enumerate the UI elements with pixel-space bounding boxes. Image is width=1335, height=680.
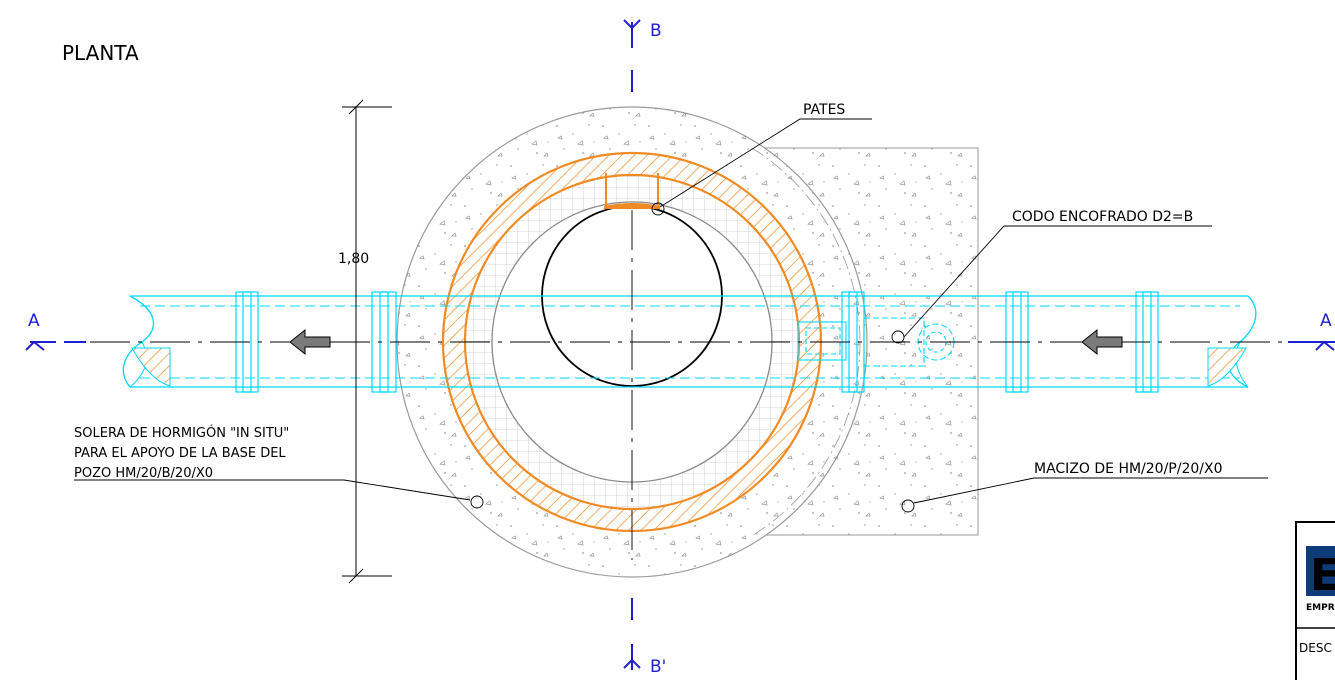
solera-label-line2: PARA EL APOYO DE LA BASE DEL (74, 446, 286, 461)
section-line-a (25, 340, 1335, 351)
section-a-left-label: A (28, 311, 40, 331)
codo-label: CODO ENCOFRADO D2=B (1012, 209, 1193, 225)
page-title: PLANTA (62, 41, 139, 65)
flow-arrow-left (289, 328, 331, 356)
section-line-b (623, 19, 641, 670)
leaders (74, 118, 1268, 513)
logo-letter: E (1310, 550, 1335, 601)
section-b-bottom-label: B' (650, 657, 666, 677)
pates-label: PATES (803, 102, 845, 118)
description-label: DESC (1299, 641, 1332, 655)
section-b-top-label: B (650, 21, 662, 41)
solera-label-line1: SOLERA DE HORMIGÓN "IN SITU" (74, 425, 289, 441)
solera-label-line3: POZO HM/20/B/20/X0 (74, 466, 213, 481)
title-block (1295, 521, 1335, 680)
pipe (122, 291, 1257, 393)
dimension-line (342, 99, 392, 584)
step-iron (604, 173, 660, 209)
section-a-right-label: A (1320, 311, 1332, 331)
flow-arrow-right (1081, 328, 1123, 356)
company-logo (1306, 546, 1335, 596)
macizo-label: MACIZO DE HM/20/P/20/X0 (1034, 461, 1223, 477)
dimension-label: 1,80 (338, 251, 369, 267)
logo-caption: EMPR (1306, 603, 1335, 613)
